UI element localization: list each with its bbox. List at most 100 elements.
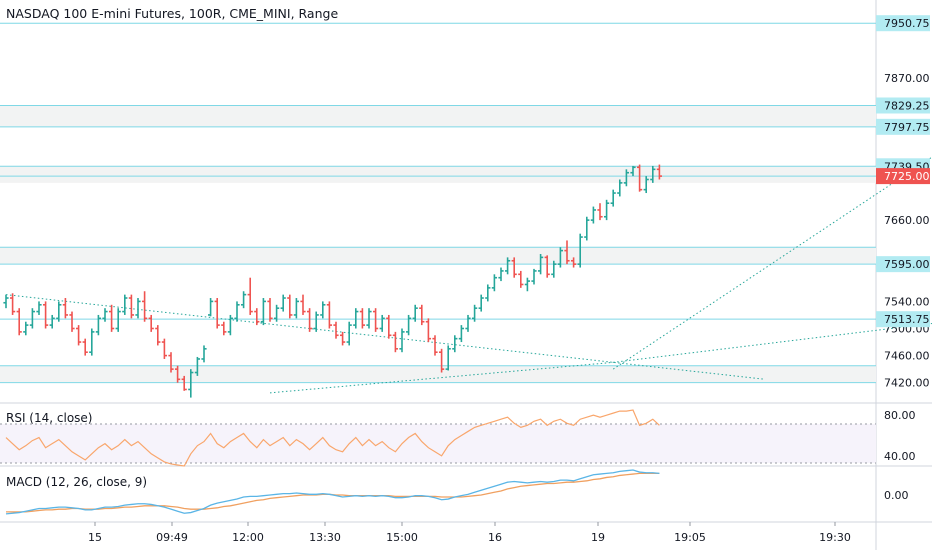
ohlc-bar[interactable] — [544, 255, 550, 278]
ohlc-bar[interactable] — [128, 294, 134, 319]
ohlc-bar[interactable] — [373, 308, 379, 332]
ohlc-bar[interactable] — [399, 328, 405, 353]
price-level-label[interactable]: 7797.75 — [876, 118, 930, 135]
ohlc-bar[interactable] — [122, 294, 128, 315]
ohlc-bar[interactable] — [208, 298, 214, 317]
ohlc-bar[interactable] — [643, 176, 649, 194]
ohlc-bar[interactable] — [49, 314, 55, 329]
ohlc-bar[interactable] — [29, 308, 35, 329]
ohlc-bar[interactable] — [69, 311, 75, 332]
ohlc-bar[interactable] — [406, 314, 412, 336]
ohlc-bar[interactable] — [392, 331, 398, 353]
ohlc-bar[interactable] — [557, 247, 563, 268]
ohlc-bar[interactable] — [161, 338, 167, 359]
ohlc-bar[interactable] — [551, 260, 557, 278]
ohlc-bar[interactable] — [617, 179, 623, 197]
ohlc-bar[interactable] — [201, 345, 207, 363]
ohlc-bar[interactable] — [584, 216, 590, 241]
price-level-label[interactable]: 7829.25 — [876, 97, 930, 114]
ohlc-bar[interactable] — [56, 301, 62, 322]
ohlc-bar[interactable] — [452, 335, 458, 353]
ohlc-bar[interactable] — [610, 189, 616, 207]
price-level-label[interactable]: 7595.00 — [876, 256, 930, 273]
ohlc-bar[interactable] — [353, 308, 359, 329]
ohlc-bar[interactable] — [445, 345, 451, 371]
ohlc-bar[interactable] — [267, 298, 273, 322]
ohlc-bar[interactable] — [300, 294, 306, 315]
ohlc-bar[interactable] — [82, 338, 88, 356]
ohlc-bar[interactable] — [307, 308, 313, 332]
ohlc-bar[interactable] — [531, 268, 537, 285]
price-level-label[interactable]: 7950.75 — [876, 15, 930, 32]
ohlc-bar[interactable] — [524, 277, 530, 292]
ohlc-bar[interactable] — [293, 298, 299, 319]
ohlc-bar[interactable] — [254, 308, 260, 326]
ohlc-bar[interactable] — [419, 304, 425, 326]
ohlc-bar[interactable] — [359, 308, 365, 329]
ohlc-bar[interactable] — [214, 298, 220, 329]
ohlc-bar[interactable] — [577, 233, 583, 268]
ohlc-bar[interactable] — [518, 270, 524, 288]
macd-pane[interactable] — [5, 469, 660, 515]
ohlc-bar[interactable] — [241, 291, 247, 309]
trendline[interactable] — [269, 361, 614, 394]
last-price-label[interactable]: 7725.00 — [876, 168, 930, 185]
ohlc-bar[interactable] — [656, 164, 662, 180]
price-axis[interactable]: 7870.007660.007540.007500.007460.007420.… — [876, 15, 930, 390]
price-bars[interactable] — [3, 164, 662, 398]
ohlc-bar[interactable] — [590, 206, 596, 224]
ohlc-bar[interactable] — [95, 314, 101, 336]
ohlc-bar[interactable] — [465, 314, 471, 332]
ohlc-bar[interactable] — [175, 365, 181, 383]
ohlc-bar[interactable] — [43, 301, 49, 329]
ohlc-bar[interactable] — [36, 301, 42, 315]
ohlc-bar[interactable] — [432, 335, 438, 356]
ohlc-bar[interactable] — [194, 356, 200, 376]
ohlc-bar[interactable] — [498, 267, 504, 282]
price-level-label[interactable]: 7513.75 — [876, 311, 930, 328]
ohlc-bar[interactable] — [188, 369, 194, 398]
rsi-pane[interactable] — [0, 409, 876, 467]
ohlc-bar[interactable] — [76, 325, 82, 346]
ohlc-bar[interactable] — [313, 311, 319, 332]
ohlc-bar[interactable] — [247, 277, 253, 315]
trendline[interactable] — [613, 315, 932, 363]
ohlc-bar[interactable] — [109, 304, 115, 332]
ohlc-bar[interactable] — [412, 304, 418, 322]
ohlc-bar[interactable] — [3, 294, 9, 309]
rsi-indicator-label[interactable]: RSI (14, close) — [6, 411, 93, 425]
ohlc-bar[interactable] — [227, 314, 233, 336]
ohlc-bar[interactable] — [630, 165, 636, 177]
ohlc-bar[interactable] — [115, 308, 121, 332]
ohlc-bar[interactable] — [571, 257, 577, 268]
ohlc-bar[interactable] — [287, 294, 293, 319]
ohlc-bar[interactable] — [23, 321, 29, 336]
ohlc-bar[interactable] — [221, 321, 227, 336]
ohlc-bar[interactable] — [148, 314, 154, 332]
ohlc-bar[interactable] — [62, 298, 68, 319]
ohlc-bar[interactable] — [142, 291, 148, 322]
ohlc-bar[interactable] — [439, 348, 445, 373]
ohlc-bar[interactable] — [333, 321, 339, 339]
ohlc-bar[interactable] — [16, 308, 22, 336]
ohlc-bar[interactable] — [425, 318, 431, 343]
ohlc-bar[interactable] — [280, 294, 286, 312]
chart-title[interactable]: NASDAQ 100 E-mini Futures, 100R, CME_MIN… — [6, 6, 339, 21]
ohlc-bar[interactable] — [623, 169, 629, 187]
ohlc-bar[interactable] — [10, 293, 16, 315]
ohlc-bar[interactable] — [564, 240, 570, 265]
ohlc-bar[interactable] — [597, 203, 603, 221]
time-axis[interactable]: 15 09:49 12:00 13:30 15:00 16 19 19:05 19:30 — [88, 522, 851, 544]
ohlc-bar[interactable] — [326, 301, 332, 329]
ohlc-bar[interactable] — [320, 301, 326, 319]
ohlc-bar[interactable] — [274, 304, 280, 322]
ohlc-bar[interactable] — [181, 375, 187, 391]
ohlc-bar[interactable] — [234, 301, 240, 322]
ohlc-bar[interactable] — [346, 321, 352, 346]
ohlc-bar[interactable] — [538, 253, 544, 275]
ohlc-bar[interactable] — [89, 328, 95, 356]
trendline[interactable] — [5, 294, 766, 380]
ohlc-bar[interactable] — [485, 284, 491, 302]
ohlc-bar[interactable] — [472, 304, 478, 322]
